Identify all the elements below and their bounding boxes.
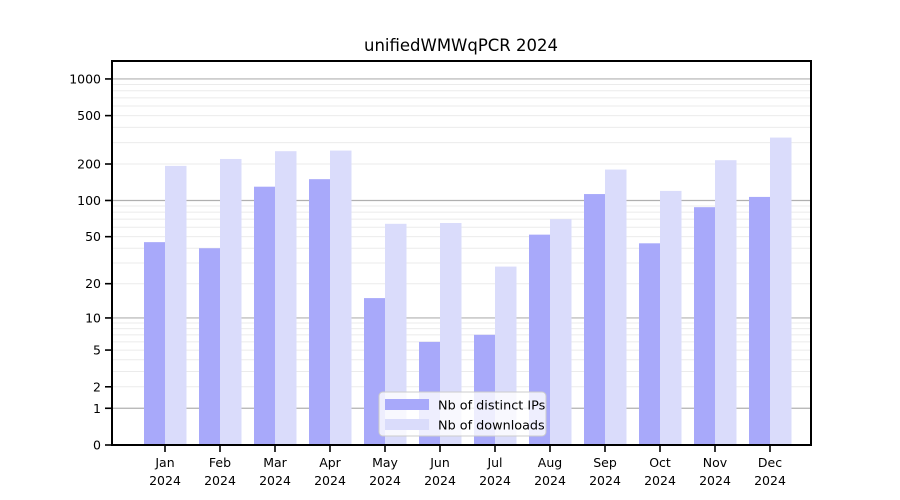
y-tick-label: 100	[77, 193, 101, 208]
x-tick-label-month: May	[372, 455, 398, 470]
y-tick-label: 2	[93, 379, 101, 394]
x-tick-label-month: Oct	[649, 455, 671, 470]
bar-distinct-ips	[694, 207, 715, 445]
y-tick-label: 1000	[69, 71, 101, 86]
x-tick-label-month: Sep	[593, 455, 617, 470]
bar-downloads	[770, 137, 792, 445]
bar-downloads	[165, 165, 187, 445]
y-tick-label: 20	[85, 276, 101, 291]
y-tick-label: 1	[93, 401, 101, 416]
x-tick-label-month: Mar	[263, 455, 287, 470]
legend: Nb of distinct IPs Nb of downloads	[378, 391, 547, 437]
x-tick-label-year: 2024	[259, 473, 291, 488]
plot-border	[111, 60, 812, 446]
x-tick-label-month: Jul	[486, 455, 502, 470]
bar-distinct-ips	[639, 243, 660, 445]
x-tick-label-month: Dec	[758, 455, 782, 470]
bar-distinct-ips	[254, 186, 275, 445]
x-tick-label-year: 2024	[589, 473, 621, 488]
y-tick-label: 10	[85, 310, 101, 325]
y-tick-label: 50	[85, 229, 101, 244]
bar-downloads	[385, 223, 407, 445]
x-tick-label-year: 2024	[534, 473, 566, 488]
x-tick-label-year: 2024	[424, 473, 456, 488]
y-tick-label: 200	[77, 157, 101, 172]
x-tick-label-year: 2024	[149, 473, 181, 488]
chart-title: unifiedWMWqPCR 2024	[364, 36, 558, 55]
x-tick-label-month: Jun	[429, 455, 450, 470]
legend-swatch-distinct-ips	[385, 399, 429, 410]
x-tick-label-year: 2024	[754, 473, 786, 488]
bar-distinct-ips	[584, 194, 605, 445]
bar-downloads	[660, 190, 682, 445]
x-tick-label-month: Nov	[703, 455, 728, 470]
x-tick-label-month: Feb	[209, 455, 231, 470]
bar-distinct-ips	[199, 248, 220, 445]
x-tick-label-year: 2024	[644, 473, 676, 488]
x-tick-label-month: Jan	[154, 455, 174, 470]
bar-downloads	[440, 223, 462, 445]
bar-downloads	[330, 150, 352, 445]
bar-downloads	[550, 219, 572, 445]
x-tick-label-month: Apr	[319, 455, 341, 470]
x-tick-label-year: 2024	[699, 473, 731, 488]
bar-downloads	[605, 169, 627, 445]
x-axis: Jan 2024 Feb 2024 Mar 2024 Apr 2024 May 2024 Jun 20…	[149, 445, 786, 488]
y-tick-label: 0	[93, 438, 101, 453]
x-tick-label-year: 2024	[314, 473, 346, 488]
bar-downloads	[275, 151, 297, 446]
x-tick-label-year: 2024	[204, 473, 236, 488]
legend-swatch-downloads	[385, 419, 429, 430]
bar-distinct-ips	[144, 242, 165, 445]
x-tick-label-month: Aug	[538, 455, 562, 470]
bar-downloads	[220, 158, 242, 446]
bars	[144, 137, 792, 446]
bar-distinct-ips	[309, 179, 330, 446]
y-tick-label: 500	[77, 108, 101, 123]
bar-downloads	[715, 160, 737, 445]
y-tick-label: 5	[93, 343, 101, 358]
legend-label-downloads: Nb of downloads	[438, 419, 545, 434]
x-tick-label-year: 2024	[479, 473, 511, 488]
legend-label-distinct-ips: Nb of distinct IPs	[438, 399, 546, 414]
bar-distinct-ips	[749, 196, 770, 445]
x-tick-label-year: 2024	[369, 473, 401, 488]
